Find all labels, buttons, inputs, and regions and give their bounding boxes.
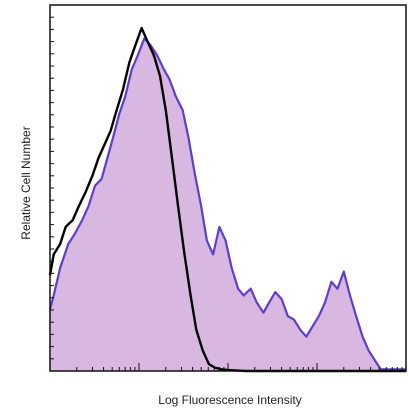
x-axis-label: Log Fluorescence Intensity	[158, 393, 301, 407]
y-axis-label: Relative Cell Number	[19, 126, 33, 239]
plot-area	[48, 26, 406, 373]
filled-histogram-area	[50, 38, 406, 372]
axes	[49, 4, 407, 372]
filled-histogram-outline	[48, 37, 406, 371]
control-histogram-line	[48, 26, 406, 373]
